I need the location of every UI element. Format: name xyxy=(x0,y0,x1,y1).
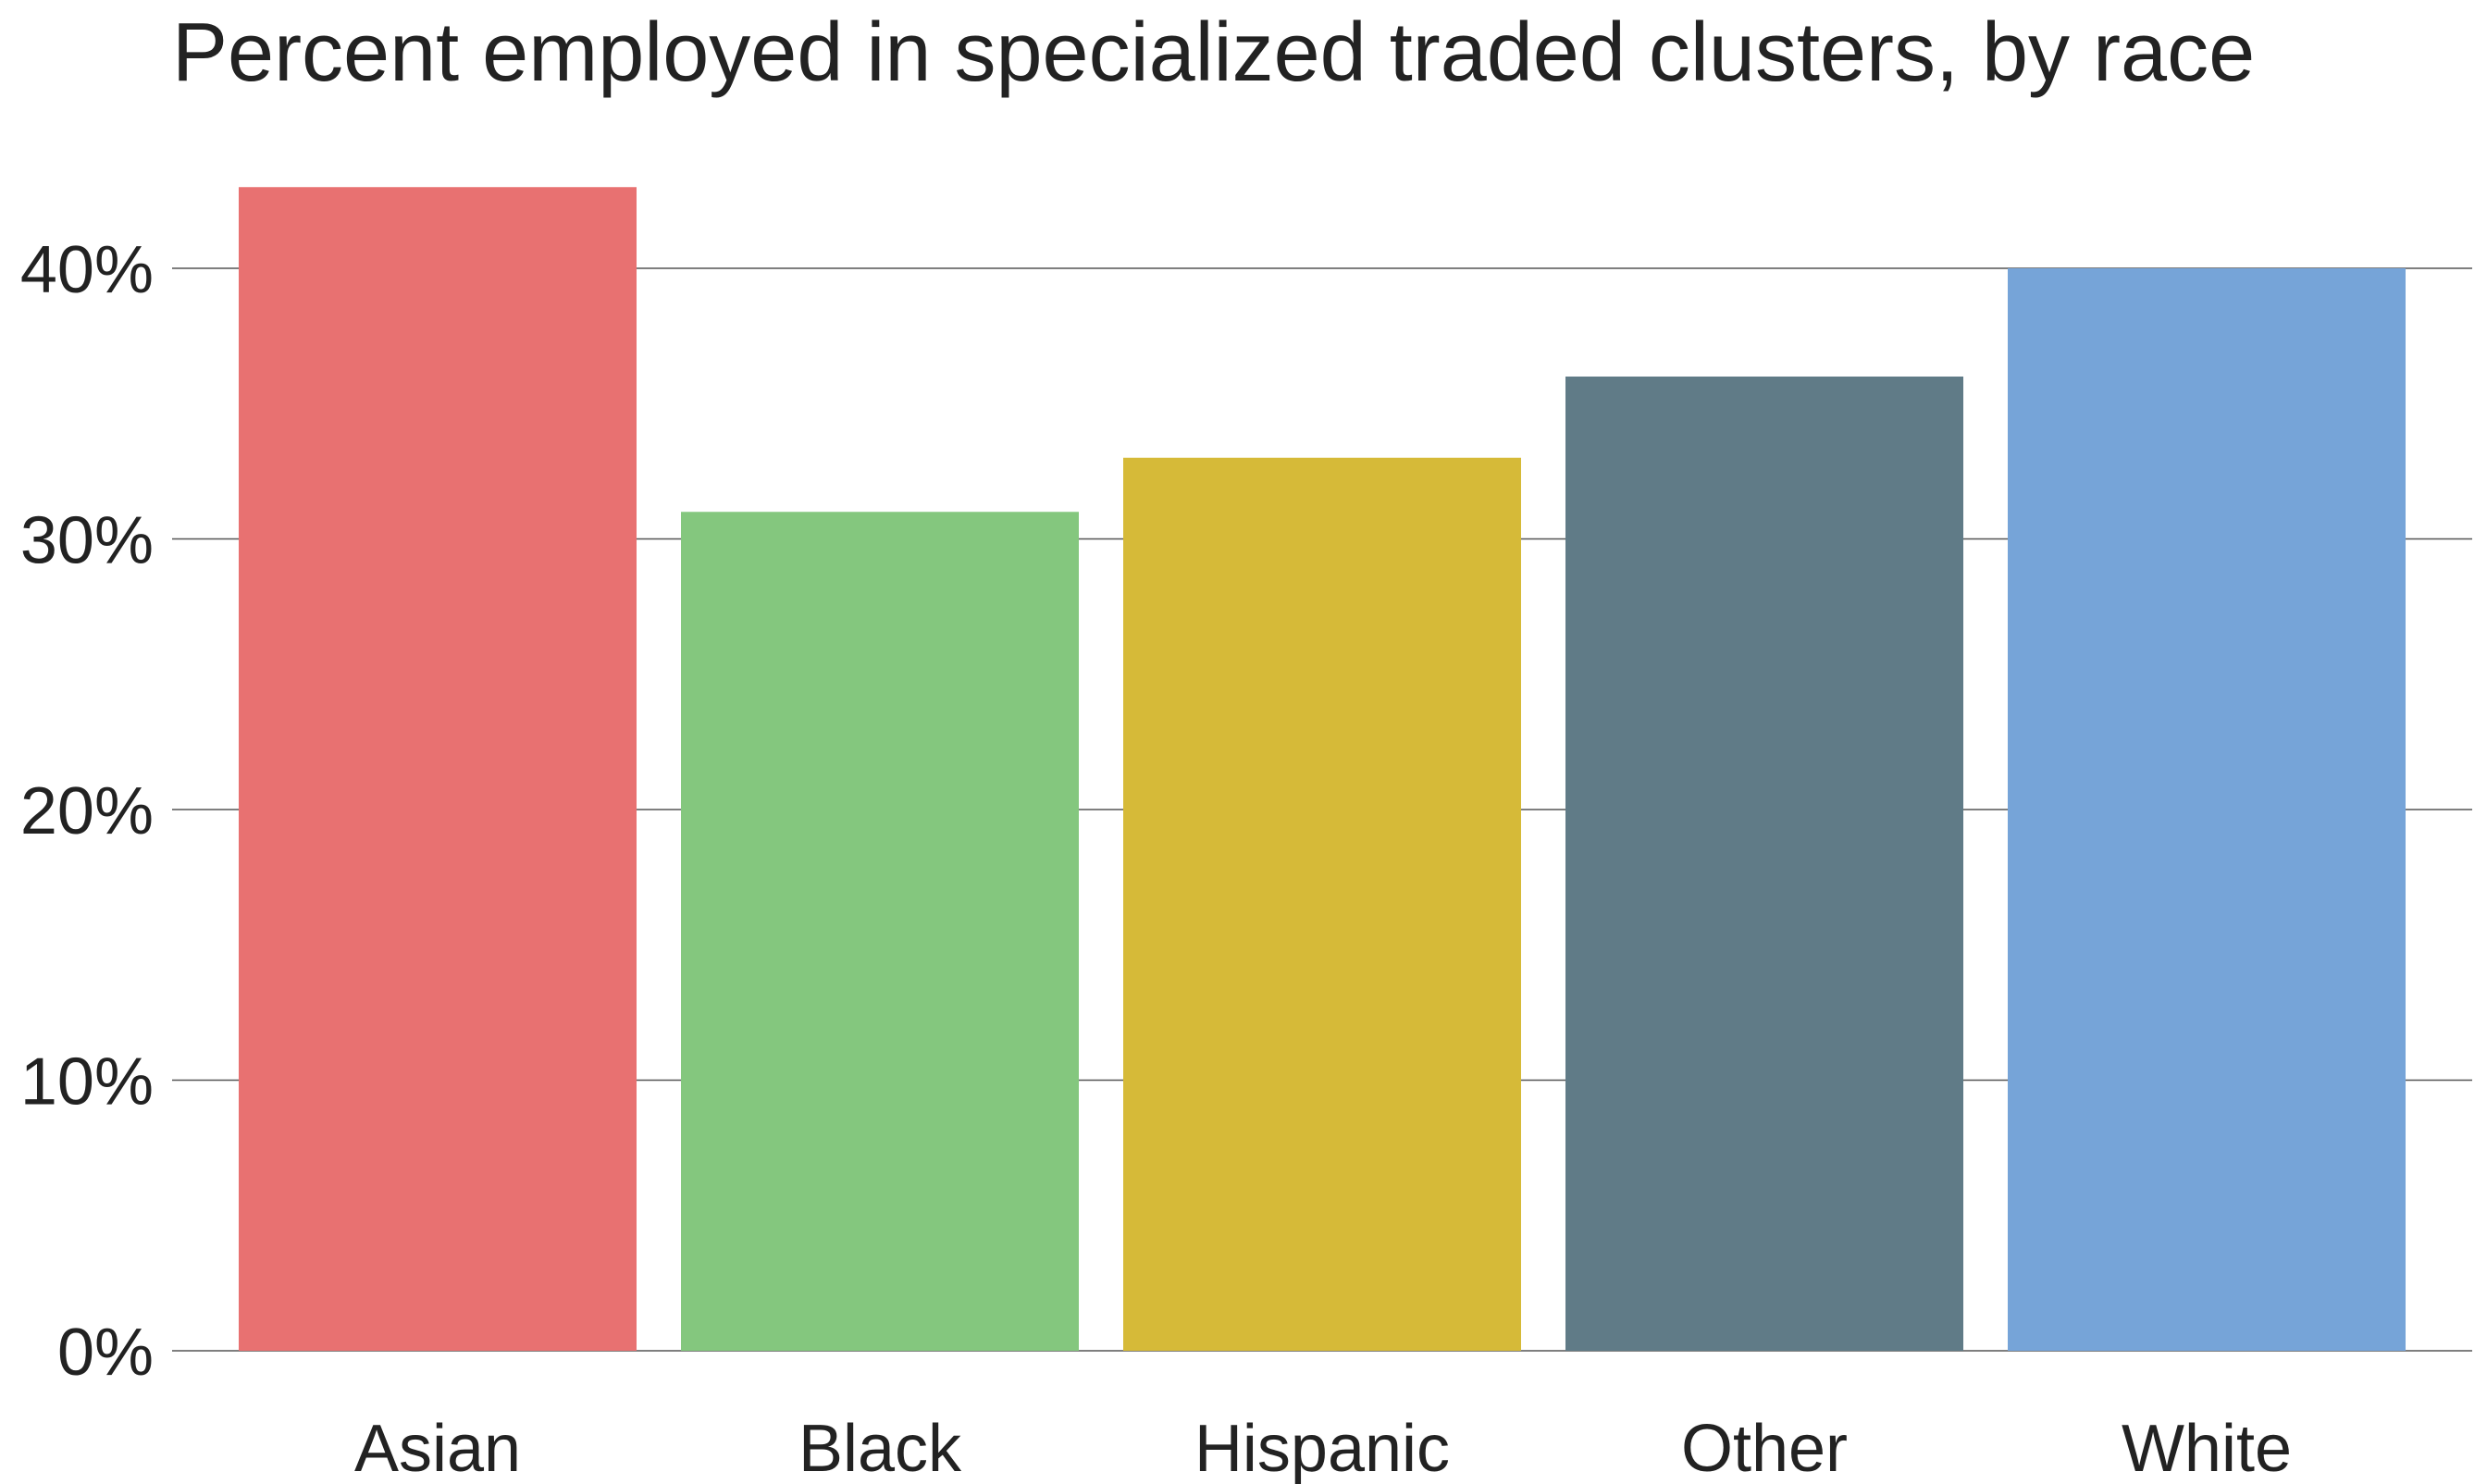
y-tick-label: 20% xyxy=(20,774,154,848)
bars xyxy=(239,187,2406,1351)
x-category-label: Hispanic xyxy=(1194,1412,1450,1484)
y-tick-label: 10% xyxy=(20,1045,154,1119)
bar-asian xyxy=(239,187,637,1351)
x-category-label: White xyxy=(2122,1412,2292,1484)
x-category-label: Black xyxy=(798,1412,962,1484)
y-axis-ticks: 0% 10% 20% 30% 40% xyxy=(20,233,154,1390)
chart-title: Percent employed in specialized traded c… xyxy=(172,6,2256,99)
y-tick-label: 0% xyxy=(57,1316,154,1390)
bar-hispanic xyxy=(1123,457,1521,1351)
bar-white xyxy=(2008,268,2406,1351)
x-axis-categories: Asian Black Hispanic Other White xyxy=(354,1412,2292,1484)
y-tick-label: 40% xyxy=(20,233,154,307)
bar-black xyxy=(681,512,1079,1351)
x-category-label: Asian xyxy=(354,1412,521,1484)
bar-other xyxy=(1565,377,1963,1351)
x-category-label: Other xyxy=(1681,1412,1848,1484)
y-tick-label: 30% xyxy=(20,504,154,578)
